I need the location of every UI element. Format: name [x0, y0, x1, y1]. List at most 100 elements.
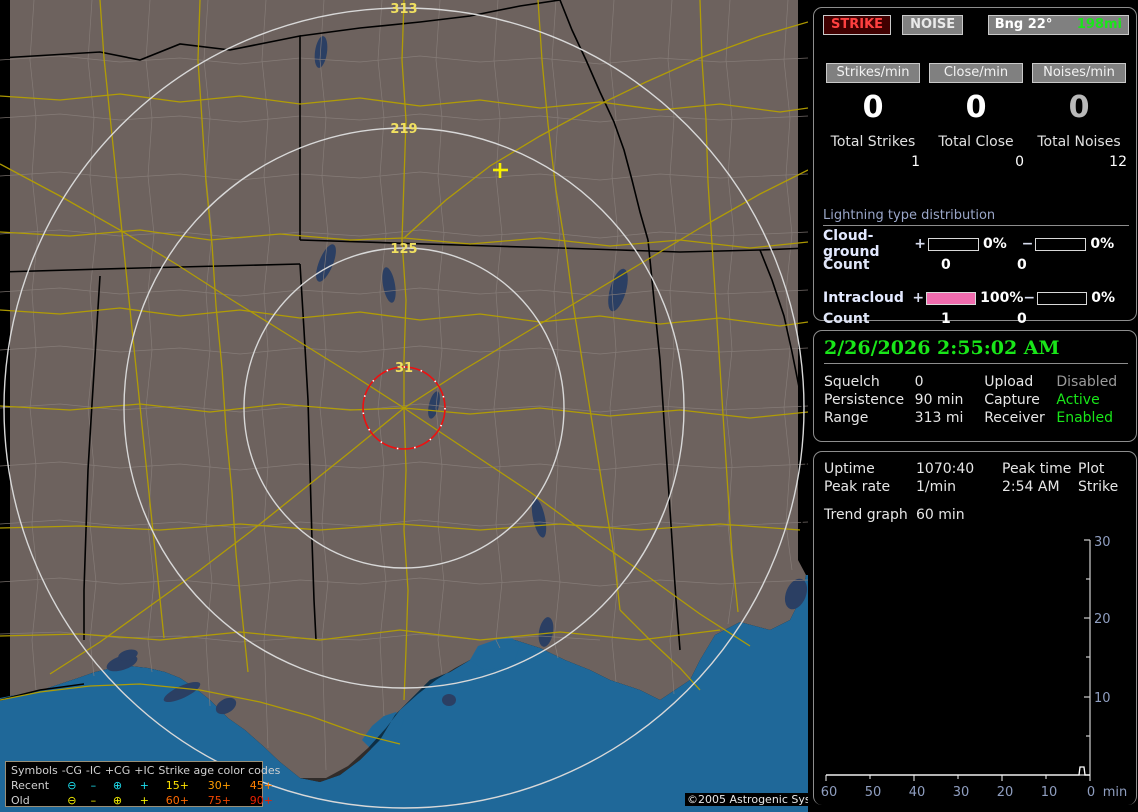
x-label-60: 60 — [821, 785, 838, 800]
distribution-spacer — [823, 276, 1129, 288]
peak-rate-label: Peak rate — [824, 479, 891, 495]
cg-negative-sign: − — [1021, 236, 1034, 252]
ic-negative-sign: − — [1023, 290, 1036, 306]
legend-sym-recent-nic: – — [90, 779, 97, 792]
cg-count-label: Count — [823, 257, 870, 273]
trend-metadata: Uptime 1070:40 Peak time Plot Peak rate … — [824, 460, 1130, 524]
close-per-min-button[interactable]: Close/min — [929, 63, 1023, 83]
trend-meta-table: Uptime 1070:40 Peak time Plot Peak rate … — [824, 460, 1118, 524]
plot-value[interactable]: Strike — [1078, 479, 1119, 495]
side-panel: STRIKE NOISE Bng 22° 198mi Strikes/min 0… — [811, 0, 1138, 812]
ring-label-31: 31 — [395, 361, 413, 376]
configuration-grid: Squelch 0 Upload Disabled Persistence 90… — [824, 373, 1130, 427]
legend-age-90: 90+ — [249, 794, 273, 807]
total-strikes-value: 1 — [911, 154, 920, 170]
strikes-per-min-value: 0 — [862, 90, 884, 125]
plot-label: Plot — [1078, 461, 1105, 477]
config-row-persistence: Persistence 90 min Capture Active — [824, 391, 1130, 409]
ic-positive-gauge — [926, 291, 977, 305]
cg-count-negative: 0 — [1017, 257, 1027, 273]
lakes — [106, 36, 808, 715]
distribution-row-cloud-ground: Cloud-ground + 0% − 0% — [823, 228, 1129, 260]
distribution-row-intracloud: Intracloud + 100% − 0% — [823, 288, 1129, 308]
distribution-title: Lightning type distribution — [823, 208, 1129, 226]
cg-negative-gauge — [1035, 237, 1087, 251]
x-ticks — [825, 775, 1091, 781]
range-ring-labels: 313 219 125 31 — [390, 2, 417, 376]
legend-col-ncg: -CG — [61, 764, 82, 777]
cg-positive-gauge — [927, 237, 980, 251]
strikes-per-min-button[interactable]: Strikes/min — [826, 63, 920, 83]
legend-symbols-title: Symbols — [11, 764, 58, 777]
rate-column-close: Close/min 0 Total Close 0 — [926, 63, 1026, 170]
legend-sym-old-pcg: ⊕ — [112, 794, 123, 807]
x-label-10: 10 — [1041, 785, 1058, 800]
noises-per-min-button[interactable]: Noises/min — [1032, 63, 1126, 83]
upload-value: Disabled — [1056, 374, 1118, 390]
noise-mode-button[interactable]: NOISE — [902, 15, 964, 35]
x-label-40: 40 — [909, 785, 926, 800]
noises-per-min-value: 0 — [1068, 90, 1090, 125]
total-strikes-label: Total Strikes — [830, 134, 916, 150]
trend-graph-value[interactable]: 60 min — [916, 507, 965, 523]
y-label-10: 10 — [1094, 691, 1111, 706]
trend-graph-label: Trend graph — [824, 507, 908, 523]
legend-sym-recent-pic: + — [139, 779, 149, 792]
persistence-value: 90 min — [914, 392, 964, 408]
rate-column-noises: Noises/min 0 Total Noises 12 — [1029, 63, 1129, 170]
trend-meta-spacer — [824, 496, 1118, 506]
legend-sym-old-ncg: ⊖ — [67, 794, 77, 807]
y-ticks — [1084, 539, 1090, 776]
range-ring-31-ticks — [362, 366, 446, 450]
trend-graph-canvas[interactable]: 30 20 10 — [814, 530, 1138, 802]
strike-mode-button[interactable]: STRIKE — [823, 15, 892, 35]
map-canvas[interactable]: 313 219 125 31 — [0, 0, 808, 812]
ic-negative-pct: 0% — [1091, 290, 1116, 306]
ic-count-positive: 1 — [941, 311, 951, 327]
trend-panel: Uptime 1070:40 Peak time Plot Peak rate … — [813, 451, 1137, 805]
legend-age-75: 75+ — [207, 794, 231, 807]
ring-label-219: 219 — [390, 122, 417, 137]
trend-meta-row-3: Trend graph 60 min — [824, 506, 1118, 524]
uptime-value: 1070:40 — [916, 461, 975, 477]
legend-col-nic: -IC — [85, 764, 101, 777]
total-noises-label: Total Noises — [1037, 134, 1121, 150]
legend-row-old-label: Old — [11, 794, 30, 807]
capture-label: Capture — [984, 392, 1040, 408]
legend-age-45: 45+ — [249, 779, 273, 792]
ic-count-label: Count — [823, 311, 870, 327]
range-ring-219 — [123, 127, 685, 689]
uptime-label: Uptime — [824, 461, 875, 477]
config-row-range: Range 313 mi Receiver Enabled — [824, 409, 1130, 427]
trend-series-strike — [826, 766, 1090, 776]
legend-sym-recent-pcg: ⊕ — [112, 779, 123, 792]
squelch-label: Squelch — [824, 374, 880, 390]
bearing-distance-readout[interactable]: Bng 22° 198mi — [987, 15, 1129, 35]
legend-row-old: Old ⊖ – ⊕ + 60+ 75+ 90+ — [10, 793, 282, 808]
ring-label-125: 125 — [390, 242, 417, 257]
copyright-notice: ©2005 Astrogenic Systems — [685, 793, 808, 806]
range-ring-125 — [243, 247, 565, 569]
peak-time-value: 2:54 AM — [1002, 479, 1060, 495]
gulf-bay-detail — [470, 636, 520, 670]
receiver-value: Enabled — [1056, 410, 1113, 426]
radar-map[interactable]: 313 219 125 31 Symbols -CG -IC + — [0, 0, 808, 812]
total-noises-value: 12 — [1109, 154, 1127, 170]
y-tick-labels: 30 20 10 — [1094, 535, 1111, 706]
range-label: Range — [824, 410, 869, 426]
trend-meta-row-1: Uptime 1070:40 Peak time Plot — [824, 460, 1118, 478]
y-label-30: 30 — [1094, 535, 1111, 550]
river-delta — [362, 712, 404, 750]
intracloud-label: Intracloud — [823, 290, 904, 306]
x-label-20: 20 — [997, 785, 1014, 800]
legend-age-30: 30+ — [207, 779, 231, 792]
x-axis-unit-label: min — [1103, 785, 1128, 800]
legend-sym-old-nic: – — [90, 794, 97, 807]
cloud-ground-label: Cloud-ground — [823, 228, 880, 260]
cg-count-positive: 0 — [941, 257, 951, 273]
range-ring-313 — [3, 7, 805, 809]
lightning-type-distribution: Lightning type distribution Cloud-ground… — [823, 208, 1129, 330]
trend-graph[interactable]: 30 20 10 — [814, 530, 1138, 802]
legend-sym-old-pic: + — [139, 794, 149, 807]
